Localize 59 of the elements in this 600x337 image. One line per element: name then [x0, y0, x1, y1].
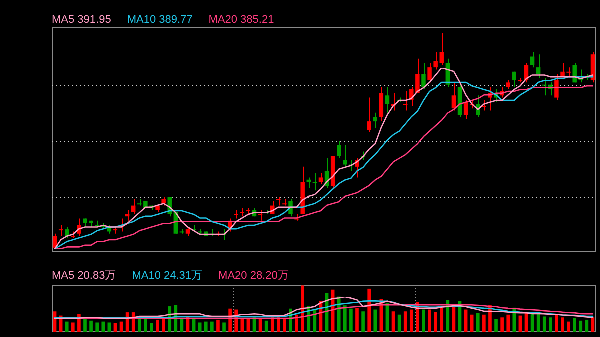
bar: [428, 310, 432, 332]
bar: [542, 316, 546, 332]
bar: [277, 318, 280, 332]
bar: [222, 322, 226, 332]
bar: [337, 296, 341, 332]
bar: [216, 320, 220, 332]
bar: [374, 310, 378, 332]
bar: [114, 323, 118, 332]
bar: [422, 310, 426, 332]
bar: [555, 314, 558, 332]
text: MA20 385.21: [208, 14, 274, 26]
text: MA10 389.77: [127, 14, 193, 26]
bar: [343, 306, 347, 332]
bar: [295, 314, 298, 332]
bar: [470, 314, 474, 332]
bar: [150, 323, 154, 332]
bar: [567, 322, 570, 332]
bar: [368, 288, 371, 332]
bar: [482, 314, 486, 332]
bar: [108, 322, 112, 332]
bar: [362, 312, 365, 332]
bar: [392, 312, 396, 332]
bar: [283, 318, 286, 332]
bar: [410, 310, 414, 332]
bar: [65, 322, 69, 332]
bar: [78, 314, 81, 332]
bar: [440, 308, 444, 332]
bar: [434, 312, 438, 332]
bar: [506, 314, 510, 332]
bar: [90, 320, 93, 332]
bar: [71, 322, 75, 332]
bar: [210, 322, 214, 332]
bar: [240, 318, 244, 332]
bar: [156, 320, 160, 332]
bar: [404, 312, 408, 332]
text: MA10 24.31万: [132, 270, 203, 282]
bar: [301, 286, 305, 332]
bar: [204, 322, 208, 332]
bar: [549, 318, 552, 332]
bar: [138, 318, 142, 332]
text: MA5 391.95: [52, 14, 112, 26]
bar: [573, 318, 577, 332]
bar: [356, 308, 359, 332]
bar: [132, 312, 136, 332]
bar: [96, 322, 99, 332]
bar: [476, 313, 480, 332]
bar: [579, 320, 583, 332]
bar: [494, 319, 498, 332]
bar: [561, 318, 564, 332]
bar: [162, 318, 166, 332]
bar: [500, 318, 504, 332]
text: MA20 28.20万: [218, 270, 289, 282]
bar: [270, 318, 274, 332]
bar: [198, 322, 202, 332]
bar: [102, 322, 106, 332]
bar: [350, 308, 353, 332]
bar: [446, 300, 450, 332]
text: MA5 20.83万: [52, 270, 116, 282]
bar: [585, 320, 589, 332]
